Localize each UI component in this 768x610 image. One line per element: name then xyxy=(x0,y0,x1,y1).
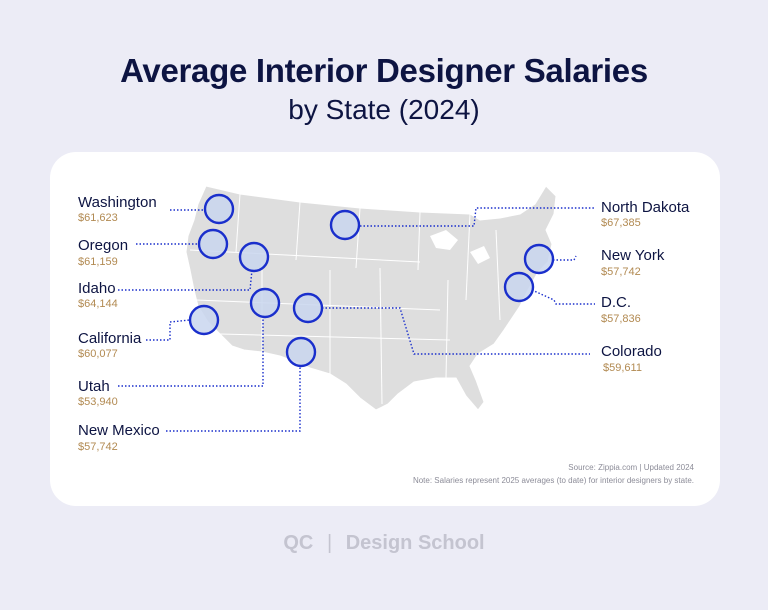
label-utah: Utah xyxy=(78,378,110,395)
salary-california: $60,077 xyxy=(78,348,118,360)
label-newyork: New York xyxy=(601,247,665,264)
salary-idaho: $64,144 xyxy=(78,298,118,310)
salary-washington: $61,623 xyxy=(78,212,118,224)
label-washington: Washington xyxy=(78,194,157,211)
marker-newmexico xyxy=(285,336,317,368)
great-lakes xyxy=(430,230,490,264)
leader-line-california xyxy=(146,319,191,341)
leader-line-dc xyxy=(531,289,595,305)
salary-colorado: $59,611 xyxy=(603,362,642,374)
marker-colorado xyxy=(292,292,324,324)
label-dc: D.C. xyxy=(601,294,631,311)
label-california: California xyxy=(78,330,142,347)
marker-dc xyxy=(503,271,535,303)
marker-oregon xyxy=(197,228,229,260)
salary-oregon: $61,159 xyxy=(78,256,118,268)
note-text: Note: Salaries represent 2025 averages (… xyxy=(412,476,694,485)
label-newmexico: New Mexico xyxy=(78,422,160,439)
page-title: Average Interior Designer Salaries xyxy=(120,52,648,89)
salary-newmexico: $57,742 xyxy=(78,441,118,453)
marker-idaho xyxy=(238,241,270,273)
footer-logo: QC | Design School xyxy=(0,532,768,555)
markers xyxy=(188,193,555,368)
marker-northdakota xyxy=(329,209,361,241)
salary-newyork: $57,742 xyxy=(601,266,641,278)
leader-line-utah xyxy=(118,318,264,387)
leader-lines xyxy=(118,207,595,432)
salary-dc: $57,836 xyxy=(601,313,641,325)
marker-california xyxy=(188,304,220,336)
leader-line-newyork xyxy=(553,255,577,261)
page-subtitle: by State (2024) xyxy=(288,94,480,125)
label-oregon: Oregon xyxy=(78,237,129,254)
footer-brand: QC xyxy=(283,532,314,554)
marker-washington xyxy=(203,193,235,225)
source-text: Source: Zippia.com | Updated 2024 xyxy=(568,463,694,472)
salary-utah: $53,940 xyxy=(78,396,118,408)
label-colorado: Colorado xyxy=(601,343,662,360)
leader-line-newmexico xyxy=(166,366,301,432)
leader-line-colorado xyxy=(322,307,590,355)
us-silhouette xyxy=(185,185,557,411)
marker-newyork xyxy=(523,243,555,275)
salary-northdakota: $67,385 xyxy=(601,217,641,229)
label-idaho: Idaho xyxy=(78,280,116,297)
footer-school: Design School xyxy=(345,532,485,554)
footer-divider: | xyxy=(326,532,333,554)
label-northdakota: North Dakota xyxy=(601,199,690,216)
marker-utah xyxy=(249,287,281,319)
leader-line-northdakota xyxy=(360,207,595,227)
